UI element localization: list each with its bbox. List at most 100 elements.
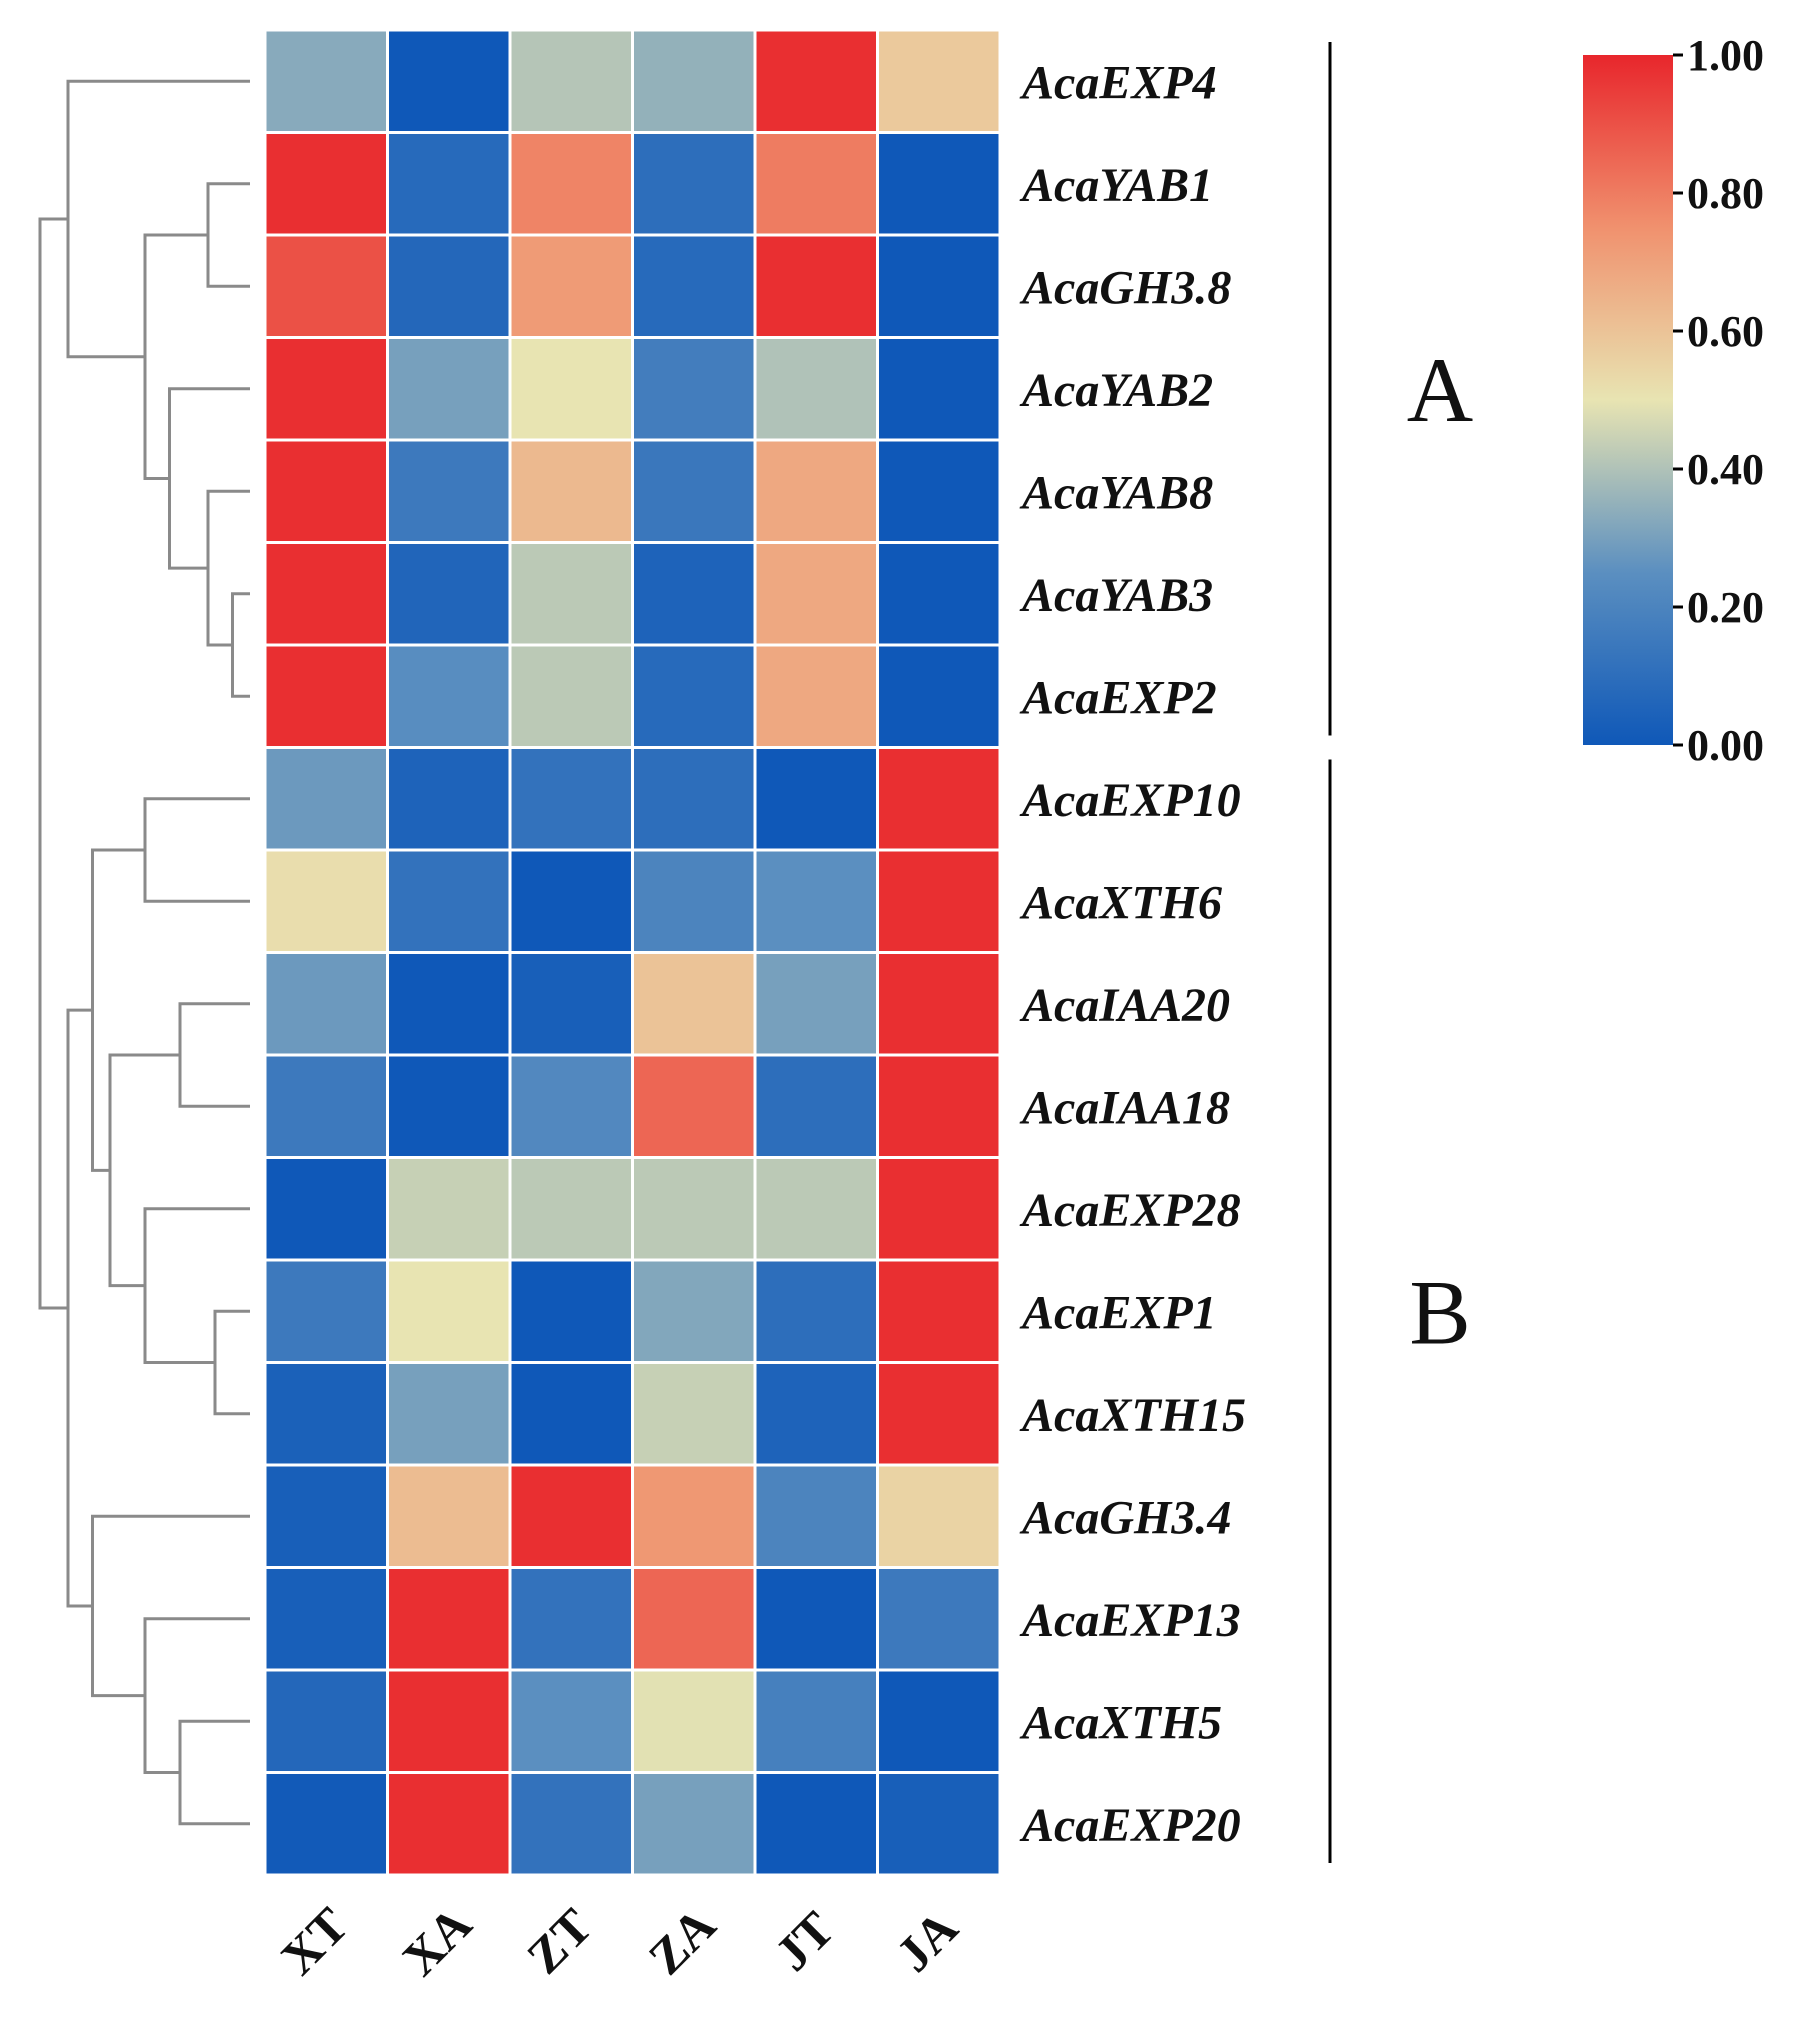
heatmap-cell (631, 951, 757, 1057)
dendrogram-link (66, 1008, 93, 1608)
heatmap-cell (753, 1566, 879, 1672)
colorbar-tick-label: 0.80 (1687, 169, 1764, 218)
sample-labels: XT XA ZT ZA JT JA (270, 1896, 968, 1987)
heatmap-cell (631, 541, 757, 647)
heatmap-cell (753, 541, 879, 647)
heatmap-cell (508, 541, 634, 647)
dendrogram-link (178, 1002, 250, 1108)
heatmap-cell (263, 1053, 389, 1159)
gene-label: AcaXTH6 (1019, 876, 1222, 929)
heatmap-cell (508, 336, 634, 442)
heatmap-cell (876, 1668, 1002, 1774)
heatmap-cell (508, 1053, 634, 1159)
heatmap-grid (263, 28, 1002, 1877)
heatmap-cell (263, 131, 389, 237)
dendrogram-link (38, 217, 68, 1310)
heatmap-cell (508, 951, 634, 1057)
heatmap-cell (631, 746, 757, 852)
heatmap-cell (263, 951, 389, 1057)
heatmap-cell (508, 131, 634, 237)
heatmap-cell (263, 233, 389, 339)
heatmap-cell (263, 1463, 389, 1569)
gene-label: AcaIAA18 (1019, 1081, 1230, 1134)
dendrogram-link (91, 848, 145, 1172)
heatmap-cell (508, 1566, 634, 1672)
heatmap-cell (508, 1463, 634, 1569)
heatmap-cell (386, 643, 512, 749)
heatmap-cell (386, 1668, 512, 1774)
heatmap-cell (386, 1771, 512, 1877)
gene-label: AcaGH3.8 (1019, 261, 1231, 314)
heatmap-cell (386, 131, 512, 237)
dendrogram-link (206, 182, 250, 288)
cluster-label: B (1409, 1261, 1470, 1363)
heatmap-cell (753, 746, 879, 852)
dendrogram-link (143, 233, 208, 480)
row-dendrogram (38, 79, 250, 1826)
heatmap-cell (753, 1156, 879, 1262)
heatmap-cell (263, 336, 389, 442)
gene-label: AcaGH3.4 (1019, 1491, 1231, 1544)
gene-label: AcaEXP10 (1019, 774, 1241, 827)
cluster-annotations: AB (1328, 42, 1473, 1863)
gene-labels: AcaEXP4 AcaYAB1 AcaGH3.8 AcaYAB2 AcaYAB8 AcaY… (1019, 56, 1246, 1852)
heatmap-cell (631, 131, 757, 237)
heatmap-cell (753, 643, 879, 749)
gene-label: AcaEXP4 (1019, 56, 1217, 109)
heatmap-cell (263, 746, 389, 852)
heatmap-cell (876, 848, 1002, 954)
heatmap-cell (263, 1771, 389, 1877)
heatmap-cell (386, 233, 512, 339)
heatmap-cell (631, 848, 757, 954)
heatmap-cell (753, 1361, 879, 1467)
heatmap-cell (876, 1156, 1002, 1262)
sample-label: ZT (516, 1898, 603, 1985)
heatmap-cell (508, 643, 634, 749)
heatmap-cell (508, 233, 634, 339)
heatmap-cell (508, 848, 634, 954)
heatmap-cell (631, 1361, 757, 1467)
dendrogram-link (213, 1309, 250, 1416)
heatmap-cell (263, 848, 389, 954)
heatmap-cell (876, 233, 1002, 339)
dendrogram-link (66, 79, 250, 359)
colorbar-tick-label: 1.00 (1687, 31, 1764, 80)
heatmap-cell (386, 541, 512, 647)
colorbar-tick-label: 0.20 (1687, 583, 1764, 632)
colorbar: 0.00 0.20 0.40 0.60 0.80 1.00 (1583, 31, 1764, 770)
heatmap-cell (508, 1258, 634, 1364)
heatmap-cell (508, 1771, 634, 1877)
dendrogram-link (143, 1207, 250, 1364)
heatmap-cell (386, 746, 512, 852)
dendrogram-link (178, 1719, 250, 1826)
heatmap-cell (263, 1668, 389, 1774)
heatmap-cell (631, 643, 757, 749)
heatmap-cell (386, 1258, 512, 1364)
colorbar-tick-label: 0.40 (1687, 445, 1764, 494)
heatmap-cell (631, 438, 757, 544)
heatmap-cell (753, 131, 879, 237)
gene-label: AcaEXP28 (1019, 1184, 1241, 1237)
sample-label: ZA (637, 1897, 726, 1986)
gene-label: AcaXTH15 (1019, 1389, 1246, 1442)
gene-label: AcaEXP1 (1019, 1286, 1217, 1339)
colorbar-tick-label: 0.60 (1687, 307, 1764, 356)
heatmap-cell (508, 1156, 634, 1262)
heatmap-cell (386, 1463, 512, 1569)
sample-label: XA (391, 1896, 482, 1987)
heatmap-cell (386, 28, 512, 134)
heatmap-cell (386, 438, 512, 544)
heatmap-cell (386, 336, 512, 442)
heatmap-cell (386, 1053, 512, 1159)
heatmap-cell (876, 28, 1002, 134)
gene-label: AcaEXP2 (1019, 671, 1217, 724)
heatmap-cell (631, 1566, 757, 1672)
heatmap-cell (508, 438, 634, 544)
heatmap-cell (631, 1668, 757, 1774)
heatmap-cell (386, 1361, 512, 1467)
heatmap-cell (876, 951, 1002, 1057)
heatmap-cell (753, 951, 879, 1057)
heatmap-cell (508, 1361, 634, 1467)
gene-label: AcaXTH5 (1019, 1696, 1222, 1749)
